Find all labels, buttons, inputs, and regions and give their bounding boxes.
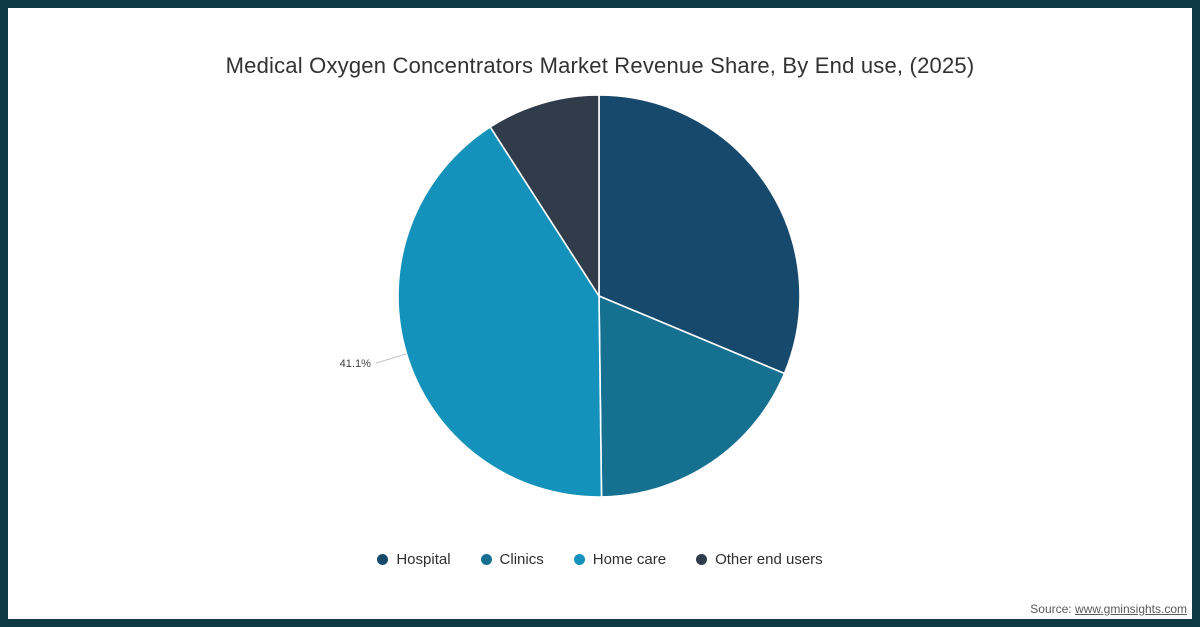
- legend-item-hospital: Hospital: [377, 551, 451, 568]
- legend-label-home-care: Home care: [592, 551, 667, 568]
- legend-swatch-clinics: [480, 554, 492, 565]
- source-note: Source: www.gminsights.com: [1030, 602, 1187, 616]
- legend-item-home-care: Home care: [573, 551, 667, 568]
- legend-label-other-end-users: Other end users: [715, 551, 823, 568]
- legend-swatch-home-care: [573, 554, 585, 565]
- pie-slice-other-end-users: [489, 94, 600, 297]
- chart-title: Medical Oxygen Concentrators Market Reve…: [225, 53, 975, 78]
- source-prefix: Source:: [1030, 602, 1075, 616]
- legend-item-clinics: Clinics: [480, 551, 544, 568]
- source-link[interactable]: www.gminsights.com: [1074, 602, 1187, 616]
- legend-swatch-hospital: [377, 554, 389, 565]
- legend: Hospital Clinics Home care Other end users: [0, 551, 1200, 568]
- legend-label-hospital: Hospital: [396, 551, 451, 568]
- pie-slice-clinics: [598, 295, 786, 498]
- legend-swatch-other-end-users: [696, 554, 708, 565]
- slice-value-label: 41.1%: [340, 358, 371, 370]
- legend-item-other-end-users: Other end users: [696, 551, 823, 568]
- pie-slice-hospital: [598, 94, 801, 375]
- legend-label-clinics: Clinics: [499, 551, 544, 568]
- leader-line: [375, 353, 407, 364]
- pie-slice-home-care: [397, 126, 603, 498]
